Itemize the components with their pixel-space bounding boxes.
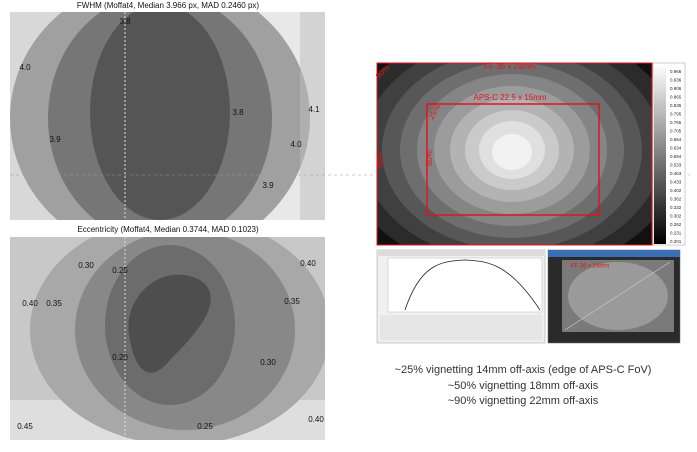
contour-label: 0.30 — [78, 261, 94, 270]
colorbar-label: 0.433 — [670, 180, 682, 185]
colorbar-label: 0.463 — [670, 171, 682, 176]
preview-label: FF 36 x 24mm — [571, 264, 610, 270]
plot-title: Eccentricity (Moffat4, Median 0.3744, MA… — [77, 225, 259, 234]
apsc-label: APS-C 22.5 x 15mm — [474, 93, 547, 102]
colorbar-label: 0.262 — [670, 222, 682, 227]
contour-label: 0.35 — [284, 297, 300, 306]
contour-label: 0.45 — [17, 422, 33, 431]
colorbar-label: 0.201 — [670, 239, 682, 244]
contour-label: 0.40 — [300, 259, 316, 268]
contour-label: 4.0 — [19, 63, 31, 72]
colorbar-label: 0.865 — [670, 95, 682, 100]
contour-label: 0.20 — [112, 353, 128, 362]
caption-line: ~50% vignetting 18mm off-axis — [448, 380, 599, 392]
contour-label: 0.25 — [112, 266, 128, 275]
contour-label: 50% — [425, 150, 434, 166]
contour-label: 0.40 — [22, 299, 38, 308]
colorbar-label: 0.906 — [670, 86, 682, 91]
contour-label: 3.9 — [49, 135, 61, 144]
ff-label: FF 36 x 24mm — [484, 62, 536, 71]
contour-label: 4.1 — [308, 105, 320, 114]
colorbar-label: 0.795 — [670, 112, 682, 117]
contour-label: 0.30 — [260, 358, 276, 367]
contour-label: 3.8 — [119, 17, 131, 26]
colorbar-label: 0.332 — [670, 205, 682, 210]
caption-line: ~90% vignetting 22mm off-axis — [448, 395, 599, 407]
contour-label: 0.40 — [308, 415, 324, 424]
ecc-contours — [10, 215, 330, 445]
colorbar-label: 0.231 — [670, 231, 682, 236]
contour-label: 90% — [376, 152, 385, 168]
colorbar-label: 0.765 — [670, 120, 682, 125]
contour-label: 3.9 — [262, 181, 274, 190]
colorbar-label: 0.966 — [670, 69, 682, 74]
colorbar-label: 0.634 — [670, 146, 682, 151]
colorbar-label: 0.936 — [670, 78, 682, 83]
contour-label: 0.35 — [46, 299, 62, 308]
caption-line: ~25% vignetting 14mm off-axis (edge of A… — [395, 364, 652, 376]
contour-label: 0.25 — [197, 422, 213, 431]
page: FWHM (Moffat4, Median 3.966 px, MAD 0.24… — [0, 0, 697, 447]
colorbar-label: 0.362 — [670, 197, 682, 202]
profile-window — [377, 250, 545, 343]
contour-label: 4.0 — [290, 140, 302, 149]
contour-label: 3.8 — [232, 108, 244, 117]
plot-title: FWHM (Moffat4, Median 3.966 px, MAD 0.24… — [77, 1, 259, 10]
fwhm-contours — [10, 0, 325, 258]
colorbar-label: 0.705 — [670, 129, 682, 134]
colorbar-label: 0.835 — [670, 103, 682, 108]
colorbar-label: 0.594 — [670, 154, 682, 159]
colorbar-label: 0.302 — [670, 214, 682, 219]
colorbar-label: 0.402 — [670, 188, 682, 193]
preview-window: FF 36 x 24mm — [548, 250, 680, 343]
colorbar-label: 0.533 — [670, 163, 682, 168]
colorbar-label: 0.664 — [670, 137, 682, 142]
